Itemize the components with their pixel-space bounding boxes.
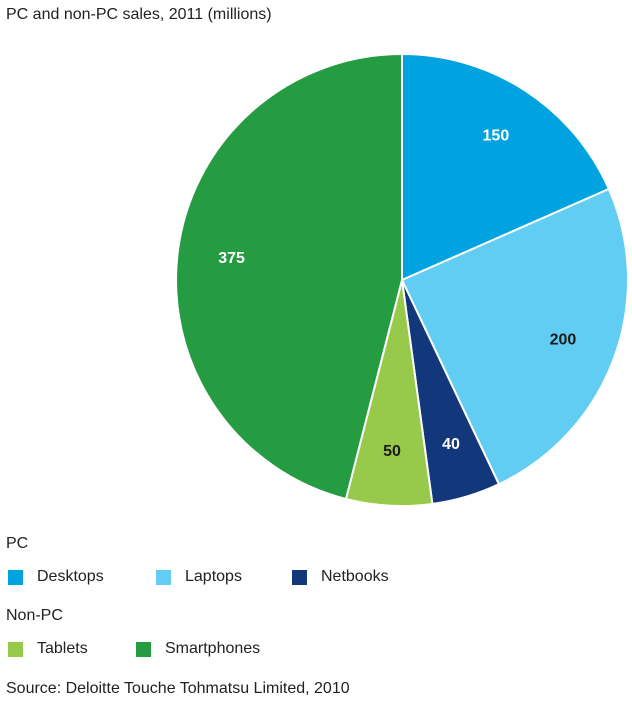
legend-label-desktops: Desktops bbox=[37, 568, 104, 585]
legend-swatch-desktops bbox=[8, 569, 23, 585]
legend-swatch-smartphones bbox=[136, 641, 151, 657]
legend-item-netbooks: Netbooks bbox=[292, 568, 389, 586]
legend-group-non-pc: Non-PC bbox=[6, 607, 63, 624]
pie-label-netbooks: 40 bbox=[442, 436, 460, 453]
legend-swatch-tablets bbox=[8, 641, 23, 657]
legend-label-smartphones: Smartphones bbox=[165, 640, 261, 657]
pie-slice-laptops bbox=[400, 187, 629, 486]
pie-slice-smartphones bbox=[175, 52, 403, 501]
legend-item-desktops: Desktops bbox=[8, 568, 156, 586]
pie-slice-desktops bbox=[401, 52, 611, 282]
legend-row-pc: Desktops Laptops Netbooks bbox=[8, 568, 389, 586]
legend-label-tablets: Tablets bbox=[37, 640, 88, 657]
legend-group-pc: PC bbox=[6, 535, 29, 552]
chart-title: PC and non-PC sales, 2011 (millions) bbox=[6, 6, 272, 23]
legend-item-tablets: Tablets bbox=[8, 640, 136, 658]
pie-label-desktops: 150 bbox=[483, 128, 510, 145]
legend-item-laptops: Laptops bbox=[156, 568, 292, 586]
pie-label-smartphones: 375 bbox=[218, 250, 245, 267]
pie-label-tablets: 50 bbox=[383, 443, 401, 460]
legend-swatch-netbooks bbox=[292, 569, 307, 585]
legend-row-non-pc: Tablets Smartphones bbox=[8, 640, 260, 658]
source-note: Source: Deloitte Touche Tohmatsu Limited… bbox=[6, 680, 350, 697]
pie-label-laptops: 200 bbox=[550, 331, 577, 348]
legend-label-netbooks: Netbooks bbox=[321, 568, 389, 585]
legend-swatch-laptops bbox=[156, 569, 171, 585]
legend-item-smartphones: Smartphones bbox=[136, 640, 260, 658]
pie-chart: 150 200 40 50 375 bbox=[175, 52, 629, 507]
legend-label-laptops: Laptops bbox=[185, 568, 242, 585]
